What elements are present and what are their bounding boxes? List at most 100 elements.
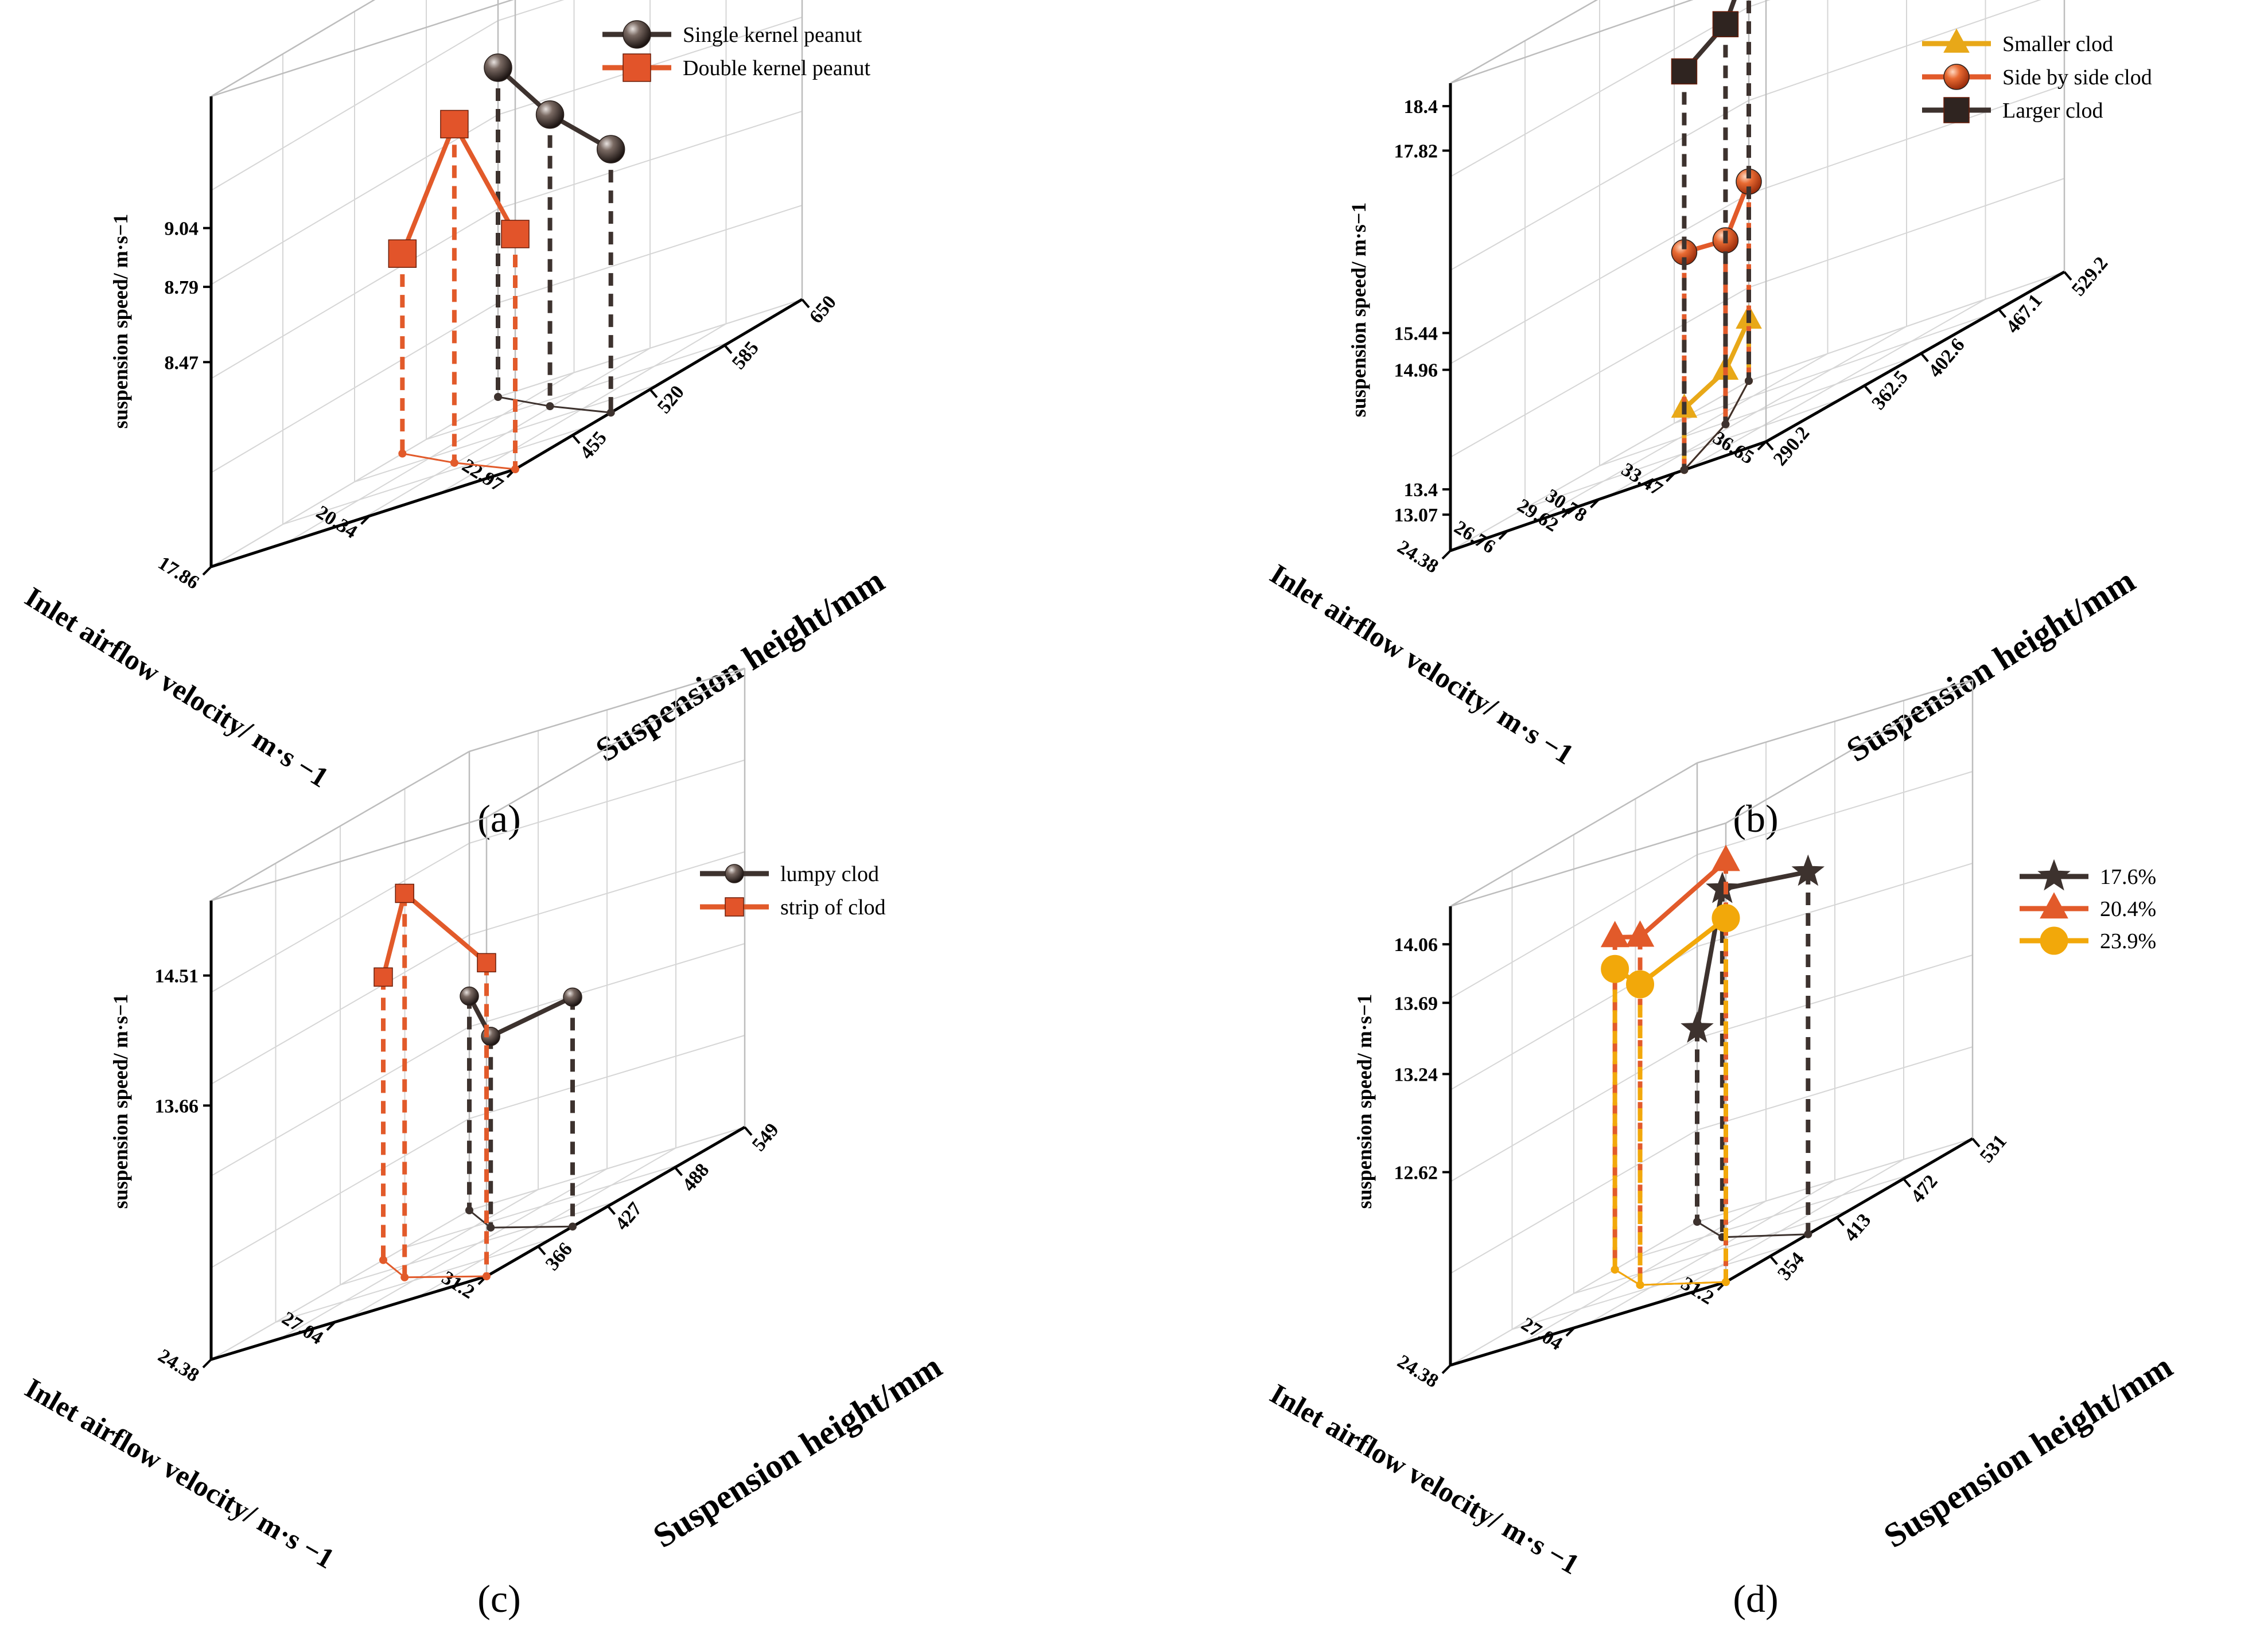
axis-box xyxy=(211,667,746,1276)
y-axis-title: suspension speed/ m·s−1 xyxy=(1353,994,1376,1209)
data-point xyxy=(501,220,530,248)
series-1 xyxy=(1681,854,1825,1241)
z-tick-mark xyxy=(1998,308,2007,318)
z-tick-mark xyxy=(571,434,581,445)
z-tick-mark xyxy=(2063,271,2072,281)
y-tick-label: 13.4 xyxy=(1404,480,1438,501)
legend-label: Smaller clod xyxy=(2002,32,2113,56)
grid-lines xyxy=(1450,679,1973,1366)
legend-marker xyxy=(623,53,651,82)
data-point xyxy=(1626,970,1655,999)
legend-label: Double kernel peanut xyxy=(683,56,871,80)
grid-line xyxy=(1687,298,1986,470)
chart-panel-2: 18.4 17.82 15.44 14.96 13.4 13.07 24.38 26.76 29… xyxy=(1265,0,2152,840)
series-1 xyxy=(460,986,582,1232)
z-tick-label: 529.2 xyxy=(2068,253,2113,300)
grid-line xyxy=(1599,356,1916,466)
x-tick-label: 33.47 xyxy=(1617,459,1666,500)
series-3 xyxy=(1601,904,1740,1289)
grid-line xyxy=(497,0,565,21)
box-edge xyxy=(1450,762,1698,907)
z-tick-label: 366 xyxy=(542,1238,577,1275)
z-tick-label: 427 xyxy=(611,1198,646,1234)
box-edge xyxy=(469,667,745,753)
box-edge xyxy=(1450,0,1598,84)
chart-panel-4: 14.0613.6913.2412.6224.3827.0431.2354413… xyxy=(1265,679,2179,1620)
z-tick-label: 362.5 xyxy=(1868,367,1912,414)
axis-line xyxy=(1725,1137,1974,1284)
series-1 xyxy=(484,53,625,417)
y-axis-title: suspension speed/ m·s−1 xyxy=(109,214,132,429)
x-axis-title: Inlet airflow velocity/ m·s −1 xyxy=(20,1372,340,1575)
y-tick-label: 8.79 xyxy=(165,277,199,298)
floor-point xyxy=(494,393,502,401)
legend-marker xyxy=(1943,97,1970,123)
x-tick-mark xyxy=(1590,498,1600,509)
data-point xyxy=(1671,58,1698,85)
data-point xyxy=(1681,1011,1714,1043)
data-point xyxy=(374,967,393,987)
axis-line xyxy=(211,1275,487,1361)
data-point xyxy=(596,135,625,163)
data-point xyxy=(1791,854,1825,886)
y-tick-label: 13.07 xyxy=(1394,505,1438,526)
legend-label: lumpy clod xyxy=(780,862,879,886)
y-tick-label: 18.4 xyxy=(1404,96,1438,118)
axis-line xyxy=(211,467,516,568)
grid-line xyxy=(404,1164,680,1248)
z-tick-label: 549 xyxy=(748,1119,783,1155)
x-tick-label: 20.34 xyxy=(312,501,360,543)
x-axis-title: Inlet airflow velocity/ m·s −1 xyxy=(1265,1377,1585,1580)
data-point xyxy=(477,953,496,973)
series-2 xyxy=(388,110,530,473)
series-line xyxy=(381,889,488,978)
panel-label: (c) xyxy=(477,1577,520,1620)
series-2 xyxy=(374,883,496,1281)
legend-marker xyxy=(725,864,744,883)
z-tick-mark xyxy=(1920,352,1929,363)
z-tick-mark xyxy=(801,298,810,309)
data-point xyxy=(1600,921,1629,948)
z-tick-mark xyxy=(649,388,658,399)
x-tick-mark xyxy=(1565,1327,1576,1337)
x-tick-mark xyxy=(1561,508,1572,519)
data-point xyxy=(388,239,417,268)
data-point xyxy=(460,986,479,1006)
y-tick-label: 17.82 xyxy=(1394,141,1438,162)
y-tick-label: 13.69 xyxy=(1394,993,1438,1014)
z-tick-label: 354 xyxy=(1773,1248,1808,1284)
x-tick-label: 31.2 xyxy=(438,1267,478,1303)
x-tick-mark xyxy=(202,1358,212,1369)
grid-line xyxy=(1697,1138,1973,1222)
axis-line xyxy=(1450,1280,1726,1367)
main-axes xyxy=(209,901,746,1361)
grid-line xyxy=(417,1147,676,1298)
z-tick-mark xyxy=(744,1126,753,1136)
z-tick-mark xyxy=(537,1245,546,1256)
z-tick-label: 402.6 xyxy=(1924,334,1969,381)
panel-label: (d) xyxy=(1733,1577,1778,1620)
series-line xyxy=(1695,869,1809,1030)
z-tick-mark xyxy=(1769,1255,1778,1265)
z-tick-label: 585 xyxy=(728,337,763,373)
box-edge xyxy=(211,0,376,98)
grid-line xyxy=(426,341,731,440)
x-tick-label: 27.04 xyxy=(1518,1314,1566,1355)
data-point xyxy=(1601,954,1629,983)
y-axis-title: suspension speed/ m·s−1 xyxy=(109,994,132,1209)
z-tick-mark xyxy=(1903,1178,1912,1188)
x-tick-mark xyxy=(360,515,371,525)
legend-marker xyxy=(2040,892,2068,919)
data-point xyxy=(1706,871,1739,903)
legend: Smaller clod Side by side clod Larger clod xyxy=(1922,28,2152,123)
x-tick-mark xyxy=(1498,530,1508,540)
data-point xyxy=(395,883,414,903)
legend: lumpy clod strip of clod xyxy=(700,862,886,919)
x-tick-label: 24.38 xyxy=(1394,1351,1442,1392)
legend-marker xyxy=(623,20,651,49)
grid-line xyxy=(1573,1210,1850,1294)
z-tick-mark xyxy=(606,1205,616,1215)
x-tick-mark xyxy=(1666,472,1675,482)
axis-line xyxy=(485,1125,746,1278)
